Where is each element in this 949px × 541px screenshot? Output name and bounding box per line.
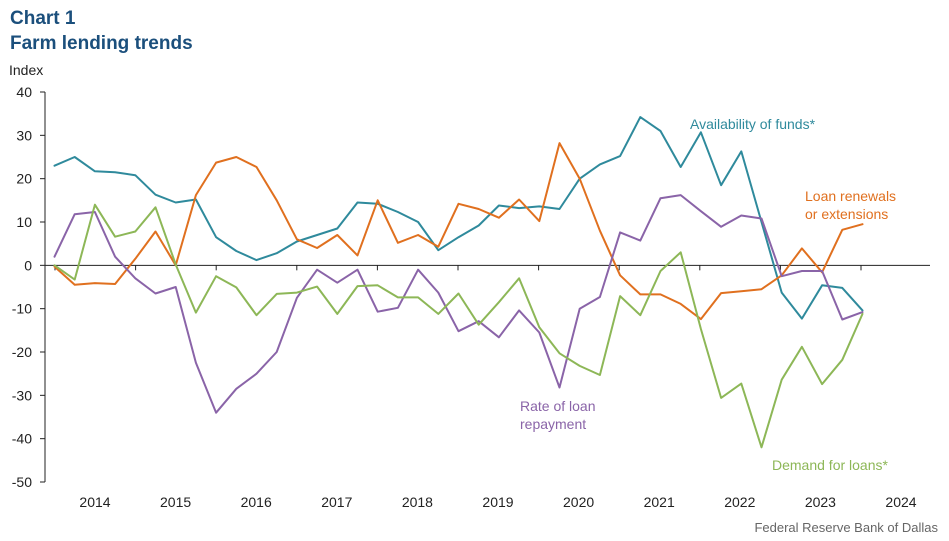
y-tick-label: -40 <box>12 431 32 447</box>
x-tick-label: 2016 <box>241 494 272 510</box>
y-tick-label: 40 <box>16 84 32 100</box>
series-label-repayment: Rate of loan <box>520 398 596 414</box>
series-label-renewals: or extensions <box>805 206 888 222</box>
series-line-repayment <box>53 194 864 414</box>
y-tick-label: 0 <box>24 257 32 273</box>
y-tick-label: -20 <box>12 344 32 360</box>
x-tick-label: 2018 <box>402 494 433 510</box>
y-axis-unit-label: Index <box>9 62 44 78</box>
series-label-availability: Availability of funds* <box>690 116 816 132</box>
y-tick-label: -10 <box>12 301 32 317</box>
y-tick-label: 20 <box>16 171 32 187</box>
x-tick-label: 2022 <box>724 494 755 510</box>
series-annotations: Availability of funds* Loan renewals or ex… <box>520 116 896 473</box>
x-tick-label: 2017 <box>321 494 352 510</box>
series-line-availability <box>53 116 864 320</box>
chart-number: Chart 1 <box>10 8 76 29</box>
x-tick-label: 2024 <box>885 494 916 510</box>
x-tick-label: 2021 <box>644 494 675 510</box>
series-label-repayment: repayment <box>520 416 586 432</box>
x-tick-label: 2019 <box>482 494 513 510</box>
y-tick-label: 10 <box>16 214 32 230</box>
chart-series <box>53 116 864 449</box>
x-tick-label: 2020 <box>563 494 594 510</box>
series-label-demand: Demand for loans* <box>772 457 889 473</box>
series-line-demand <box>53 203 864 449</box>
y-tick-label: -50 <box>12 474 32 490</box>
x-tick-label: 2014 <box>79 494 110 510</box>
x-tick-label: 2023 <box>805 494 836 510</box>
chart-axes: 40 30 20 10 0 -10 -20 -30 -40 -50 2014 2015 2016 2017… <box>12 84 930 510</box>
source-note: Federal Reserve Bank of Dallas <box>754 520 938 535</box>
chart-title: Farm lending trends <box>10 33 193 54</box>
y-tick-label: -30 <box>12 387 32 403</box>
series-label-renewals: Loan renewals <box>805 188 896 204</box>
x-tick-label: 2015 <box>160 494 191 510</box>
y-tick-label: 30 <box>16 127 32 143</box>
series-line-renewals <box>53 142 864 321</box>
